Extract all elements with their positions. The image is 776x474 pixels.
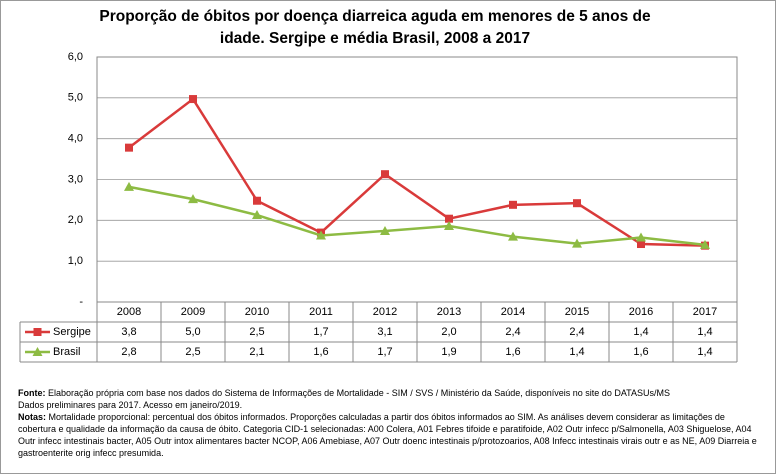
x-tick-label: 2010 bbox=[245, 306, 269, 318]
source-line: Dados preliminares para 2017. Acesso em … bbox=[18, 400, 243, 410]
table-value: 1,6 bbox=[313, 346, 328, 358]
x-tick-label: 2014 bbox=[501, 306, 525, 318]
table-value: 3,8 bbox=[121, 326, 136, 338]
y-tick-label: 3,0 bbox=[68, 173, 83, 185]
data-point bbox=[508, 231, 518, 241]
data-point bbox=[700, 239, 710, 249]
table-value: 2,5 bbox=[185, 346, 200, 358]
data-point bbox=[124, 181, 134, 191]
table-value: 1,6 bbox=[505, 346, 520, 358]
y-tick-label: 6,0 bbox=[68, 51, 83, 63]
legend-marker bbox=[33, 328, 42, 336]
x-tick-label: 2011 bbox=[309, 306, 333, 318]
table-value: 2,5 bbox=[249, 326, 264, 338]
source-label: Fonte: bbox=[18, 388, 46, 398]
table-value: 1,4 bbox=[569, 346, 584, 358]
table-value: 2,4 bbox=[569, 326, 584, 338]
footnotes: Fonte: Elaboração própria com base nos d… bbox=[18, 387, 760, 459]
data-point bbox=[509, 200, 517, 209]
data-point bbox=[444, 221, 454, 231]
x-tick-label: 2016 bbox=[629, 306, 653, 318]
y-tick-label: - bbox=[79, 296, 83, 308]
x-tick-label: 2009 bbox=[181, 306, 205, 318]
data-point bbox=[188, 194, 198, 204]
chart-title: Proporção de óbitos por doença diarreica… bbox=[99, 8, 651, 47]
source: Fonte: Elaboração própria com base nos d… bbox=[18, 387, 760, 399]
table-value: 1,4 bbox=[697, 346, 712, 358]
legend-label: Brasil bbox=[53, 346, 81, 358]
notes-label: Notas: bbox=[18, 412, 47, 422]
legend-label: Sergipe bbox=[53, 326, 91, 338]
data-point bbox=[636, 232, 646, 242]
table-value: 2,8 bbox=[121, 346, 136, 358]
data-point bbox=[380, 225, 390, 235]
data-point bbox=[445, 214, 453, 223]
x-tick-label: 2017 bbox=[693, 306, 717, 318]
series-line bbox=[128, 97, 706, 247]
table-value: 1,6 bbox=[633, 346, 648, 358]
table-value: 2,1 bbox=[249, 346, 264, 358]
y-tick-label: 5,0 bbox=[68, 92, 83, 104]
table-value: 2,4 bbox=[505, 326, 520, 338]
table-value: 3,1 bbox=[377, 326, 392, 338]
x-tick-label: 2013 bbox=[437, 306, 461, 318]
table-value: 1,4 bbox=[697, 326, 712, 338]
x-tick-label: 2012 bbox=[373, 306, 397, 318]
notes: Notas: Mortalidade proporcional: percent… bbox=[18, 411, 760, 459]
notes-text: Mortalidade proporcional: percentual dos… bbox=[18, 412, 757, 458]
data-point bbox=[253, 196, 261, 205]
data-point bbox=[573, 199, 581, 208]
table-value: 2,0 bbox=[441, 326, 456, 338]
data-point bbox=[125, 143, 133, 152]
data-point bbox=[189, 95, 197, 104]
table-value: 5,0 bbox=[185, 326, 200, 338]
table-value: 1,4 bbox=[633, 326, 648, 338]
data-point bbox=[252, 210, 262, 220]
table-value: 1,9 bbox=[441, 346, 456, 358]
x-tick-label: 2015 bbox=[565, 306, 589, 318]
data-point bbox=[381, 170, 389, 179]
y-tick-label: 2,0 bbox=[68, 214, 83, 226]
y-tick-label: 1,0 bbox=[68, 255, 83, 267]
table-value: 1,7 bbox=[377, 346, 392, 358]
legend-marker bbox=[32, 347, 43, 356]
data-point bbox=[637, 240, 645, 249]
series-line bbox=[128, 185, 706, 247]
source-line: Elaboração própria com base nos dados do… bbox=[48, 388, 670, 398]
data-point bbox=[572, 238, 582, 248]
data-point bbox=[316, 230, 326, 240]
y-tick-label: 4,0 bbox=[68, 133, 83, 145]
table-value: 1,7 bbox=[313, 326, 328, 338]
x-tick-label: 2008 bbox=[117, 306, 141, 318]
